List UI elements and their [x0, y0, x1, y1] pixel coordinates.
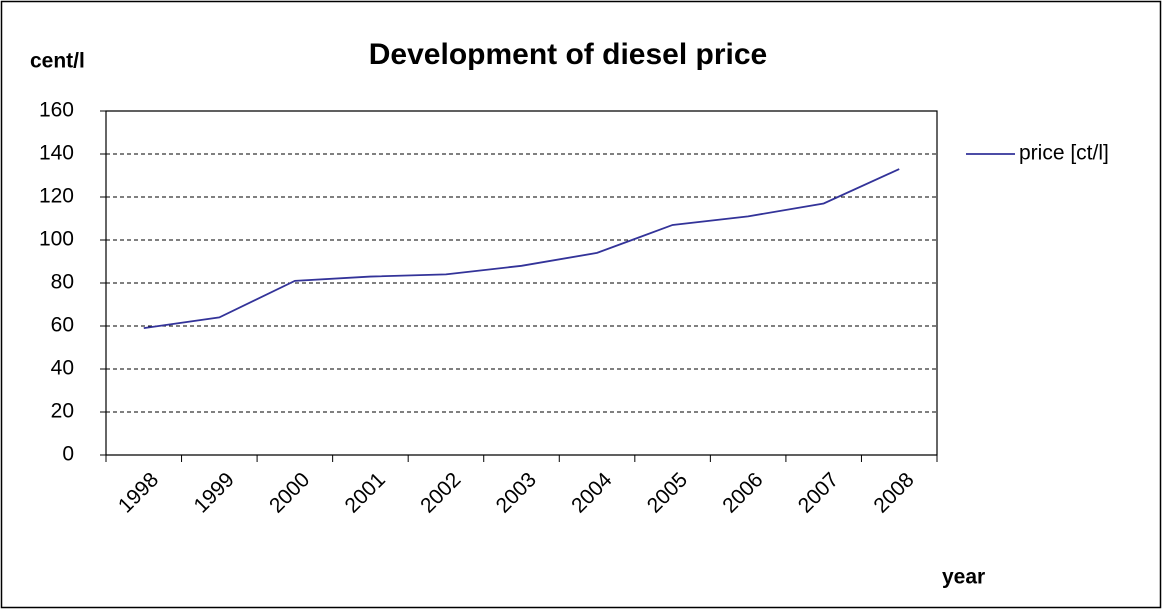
y-tick-label: 140	[39, 142, 74, 165]
y-tick-label: 60	[51, 314, 74, 337]
y-tick-label: 160	[39, 99, 74, 122]
chart-title: Development of diesel price	[369, 38, 767, 71]
plot-frame	[105, 110, 938, 456]
y-tick-label: 80	[51, 271, 74, 294]
y-tick-label: 20	[51, 400, 74, 423]
y-tick-label: 100	[39, 228, 74, 251]
y-tick-label: 120	[39, 185, 74, 208]
y-tick-label: 40	[51, 357, 74, 380]
y-axis-label: cent/l	[30, 50, 85, 73]
y-tick-label: 0	[62, 443, 74, 466]
legend-label: price [ct/l]	[1019, 142, 1109, 165]
line	[143, 168, 900, 330]
x-axis-label: year	[942, 566, 985, 589]
